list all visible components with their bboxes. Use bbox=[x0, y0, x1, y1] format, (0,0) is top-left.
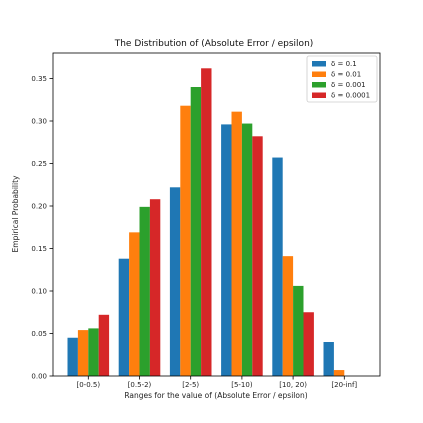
y-tick-label: 0.20 bbox=[31, 203, 47, 211]
x-tick-label: [5-10) bbox=[231, 381, 253, 389]
legend-swatch bbox=[312, 61, 326, 67]
bar-1-4 bbox=[221, 124, 232, 377]
bar-1-2 bbox=[118, 258, 130, 376]
bar-2-3 bbox=[180, 105, 191, 376]
bar-2-1 bbox=[77, 330, 89, 376]
y-tick-label: 0.35 bbox=[31, 75, 47, 83]
bar-1-1 bbox=[67, 337, 78, 376]
bar-2-5 bbox=[282, 256, 294, 376]
bar-4-5 bbox=[303, 312, 314, 376]
bar-3-5 bbox=[293, 285, 304, 376]
bars-group bbox=[67, 68, 345, 377]
y-tick-label: 0.10 bbox=[31, 288, 47, 296]
bar-4-1 bbox=[98, 314, 110, 376]
bar-1-6 bbox=[323, 342, 334, 376]
legend-swatch bbox=[312, 82, 326, 88]
y-tick-label: 0.25 bbox=[31, 160, 47, 168]
legend: δ = 0.1 δ = 0.01 δ = 0.001 δ = 0.0001 bbox=[306, 55, 378, 103]
bar-4-2 bbox=[149, 199, 161, 376]
x-tick-label: [20-inf] bbox=[331, 381, 357, 389]
bar-1-3 bbox=[169, 187, 181, 376]
bar-3-2 bbox=[139, 206, 150, 376]
bar-2-4 bbox=[231, 111, 242, 377]
legend-swatch bbox=[312, 92, 326, 98]
bar-2-2 bbox=[129, 232, 140, 376]
x-tick-label: [10, 20) bbox=[279, 381, 307, 389]
x-tick-label: [2-5) bbox=[182, 381, 199, 389]
bar-3-3 bbox=[190, 87, 202, 376]
legend-swatch bbox=[312, 71, 326, 77]
legend-label: δ = 0.0001 bbox=[331, 92, 370, 100]
bar-4-3 bbox=[201, 68, 212, 377]
x-tick-label: [0-0.5) bbox=[77, 381, 101, 389]
y-tick-label: 0.30 bbox=[31, 118, 47, 126]
legend-label: δ = 0.001 bbox=[331, 81, 366, 89]
bar-2-6 bbox=[333, 370, 345, 376]
x-tick-label: [0.5-2) bbox=[128, 381, 152, 389]
x-axis-label: Ranges for the value of (Absolute Error … bbox=[124, 391, 307, 400]
y-axis: 0.00 0.05 0.10 0.15 0.20 0.25 0.30 0.35 bbox=[31, 75, 53, 381]
plot-frame bbox=[52, 52, 381, 377]
bar-4-4 bbox=[252, 136, 263, 376]
y-axis-label: Empirical Probability bbox=[11, 175, 20, 252]
bar-3-1 bbox=[88, 328, 99, 376]
legend-label: δ = 0.1 bbox=[331, 60, 357, 68]
x-axis: [0-0.5) [0.5-2) [2-5) [5-10) [10, 20) [20-inf… bbox=[77, 376, 357, 389]
bar-3-4 bbox=[241, 123, 253, 376]
legend-label: δ = 0.01 bbox=[331, 71, 361, 79]
legend-box bbox=[306, 55, 378, 103]
bar-1-5 bbox=[272, 157, 283, 376]
y-tick-label: 0.15 bbox=[31, 245, 47, 253]
y-tick-label: 0.05 bbox=[31, 330, 47, 338]
y-tick-label: 0.00 bbox=[31, 373, 47, 381]
chart-title: The Distribution of (Absolute Error / ep… bbox=[114, 39, 314, 49]
